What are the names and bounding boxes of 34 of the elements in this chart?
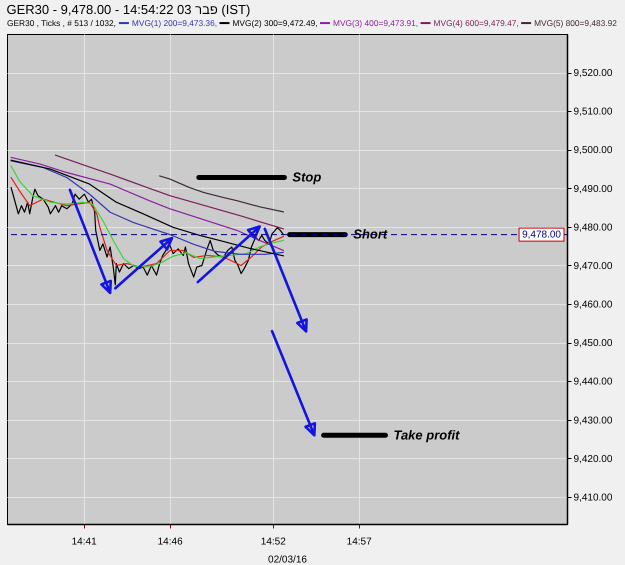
line-series (270, 330, 316, 437)
legend-label: MVG(2) 300=9,472.49, (232, 18, 318, 28)
chart-subtitle: GER30 , Ticks , # 513 / 1032, (7, 18, 116, 28)
y-tick-label: 9,490.00 (574, 184, 613, 195)
x-tick-label: 14:46 (158, 536, 184, 548)
legend-label: MVG(4) 600=9,479.47, (434, 18, 519, 28)
x-axis-title: 02/03/16 (268, 554, 308, 565)
series-label: Take profit (393, 427, 460, 442)
y-tick-label: 9,440.00 (574, 376, 613, 388)
line-series (159, 175, 284, 212)
x-tick-label: 14:52 (260, 536, 286, 548)
x-tick-label: 14:41 (72, 536, 98, 548)
chart-title: GER30 - 9,478.00 - 14:54:22 03 פבר (IST) (6, 2, 250, 17)
y-tick-label: 9,410.00 (574, 492, 613, 504)
y-tick-label: 9,520.00 (574, 68, 613, 80)
line-series (264, 228, 308, 333)
line-series (196, 225, 261, 284)
y-tick-label: 9,460.00 (574, 300, 613, 311)
y-tick-label: 9,420.00 (574, 454, 613, 465)
y-tick-label: 9,470.00 (574, 260, 613, 272)
line-series (114, 236, 174, 290)
legend-label: MVG(5) 800=9,483.92 (534, 18, 618, 28)
series-label: Stop (292, 170, 322, 185)
x-tick-label: 14:57 (346, 536, 372, 548)
legend-label: MVG(1) 200=9,473.36, (132, 18, 218, 28)
ref-line-label: 9,478.00 (522, 230, 562, 241)
line-series (68, 188, 112, 294)
line-series (54, 154, 284, 230)
y-tick-label: 9,480.00 (574, 222, 613, 234)
y-tick-label: 9,450.00 (574, 338, 613, 350)
y-tick-label: 9,510.00 (574, 106, 613, 118)
legend-label: MVG(3) 400=9,473.91, (333, 18, 418, 28)
y-tick-label: 9,500.00 (574, 145, 613, 156)
y-tick-label: 9,430.00 (574, 415, 613, 426)
